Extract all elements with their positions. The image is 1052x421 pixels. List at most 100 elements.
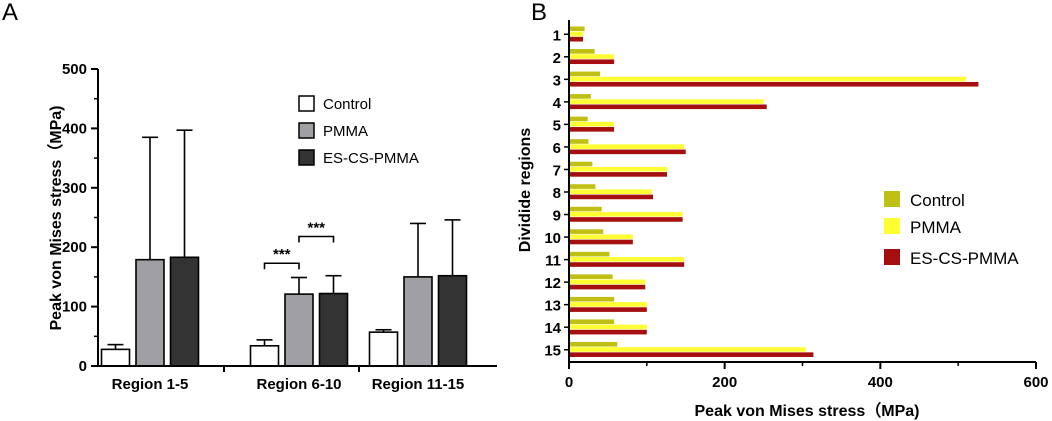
y-category-label: 14 — [544, 320, 561, 337]
x-tick-label: 200 — [712, 374, 737, 391]
bar — [569, 217, 683, 222]
bar — [569, 341, 618, 347]
legend-swatch — [298, 122, 315, 139]
y-category-label: 12 — [544, 275, 561, 292]
y-category-label: 3 — [553, 72, 561, 89]
significance-label: *** — [307, 220, 325, 237]
bar — [318, 292, 349, 367]
legend-label: PMMA — [323, 123, 368, 140]
bar — [569, 36, 584, 42]
legend-swatch — [298, 95, 315, 112]
bar — [135, 258, 165, 367]
bar — [569, 262, 685, 267]
panel-a-letter: A — [2, 0, 18, 26]
bar — [569, 184, 596, 189]
x-category-label: Region 6-10 — [256, 376, 341, 393]
panel-b-x-axis-title: Peak von Mises stress（MPa) — [695, 402, 920, 420]
y-category-label: 15 — [544, 343, 561, 360]
legend-label: ES-CS-PMMA — [910, 249, 1019, 268]
y-tick-label: 0 — [79, 358, 87, 375]
y-category-label: 9 — [553, 208, 561, 225]
y-tick-label: 200 — [62, 239, 87, 256]
x-tick-label: 600 — [1023, 374, 1048, 391]
bar — [569, 211, 683, 217]
y-category-label: 2 — [553, 50, 561, 67]
bar — [569, 284, 646, 290]
bar — [569, 121, 615, 127]
bar — [569, 26, 585, 32]
y-category-label: 11 — [545, 253, 561, 270]
bar — [403, 276, 433, 367]
y-category-label: 5 — [553, 117, 561, 134]
panel-b-letter: B — [531, 0, 547, 26]
bar — [100, 348, 131, 367]
bar — [569, 76, 966, 82]
x-category-label: Region 1-5 — [112, 376, 189, 393]
legend-swatch — [298, 149, 315, 166]
legend-label: Control — [323, 96, 371, 113]
significance-bracket — [263, 262, 300, 270]
bar — [569, 296, 615, 302]
bar — [569, 81, 979, 87]
bar — [569, 329, 647, 335]
legend-label: ES-CS-PMMA — [323, 150, 419, 167]
y-category-label: 8 — [553, 185, 561, 202]
bar — [569, 257, 685, 262]
bar — [569, 302, 647, 307]
bar — [569, 172, 668, 177]
bar — [569, 71, 601, 77]
x-tick-label: 400 — [868, 374, 893, 391]
x-category-label: Region 11-15 — [372, 376, 465, 393]
y-tick-label: 400 — [62, 120, 87, 137]
bar — [569, 139, 589, 144]
bar — [569, 49, 595, 54]
bar — [569, 116, 588, 122]
bar — [569, 194, 654, 200]
legend-label: PMMA — [910, 218, 962, 237]
bar — [569, 206, 602, 212]
bar — [569, 149, 686, 155]
bar — [569, 144, 685, 149]
y-tick-label: 300 — [62, 180, 87, 197]
bar — [569, 239, 633, 245]
y-category-label: 6 — [553, 140, 561, 157]
bar — [569, 319, 615, 325]
bar — [569, 127, 615, 132]
bar — [569, 189, 652, 195]
legend-swatch — [884, 191, 900, 207]
bar — [569, 279, 646, 285]
bar — [569, 94, 591, 99]
bar — [569, 59, 615, 65]
legend-swatch — [884, 218, 900, 234]
y-category-label: 4 — [553, 95, 562, 112]
legend-label: Control — [910, 191, 965, 210]
y-category-label: 7 — [553, 162, 561, 179]
bar — [284, 293, 314, 367]
bar — [437, 274, 468, 367]
y-category-label: 13 — [544, 298, 561, 315]
bar — [569, 234, 633, 240]
legend-swatch — [884, 249, 900, 265]
bar — [569, 352, 814, 357]
significance-label: *** — [273, 246, 291, 263]
panel-a: A Peak von Mises stress（MPa) *** *** Regi… — [2, 0, 497, 393]
y-category-label: 10 — [544, 230, 561, 247]
panel-b: B Dividide regions Peak von Mises stress… — [517, 0, 1049, 420]
bar — [169, 256, 200, 367]
panel-b-y-axis-title: Dividide regions — [517, 128, 534, 253]
y-tick-label: 500 — [62, 61, 87, 78]
y-tick-label: 100 — [62, 299, 87, 316]
bar — [569, 166, 668, 172]
significance-bracket — [298, 235, 335, 243]
bar — [569, 229, 604, 234]
panel-a-y-axis-title: Peak von Mises stress（MPa) — [47, 106, 65, 331]
bar — [569, 54, 615, 59]
x-tick-label: 0 — [565, 374, 573, 391]
bar — [569, 347, 806, 352]
bar — [569, 251, 610, 257]
bar — [569, 307, 647, 312]
bar — [569, 99, 764, 104]
bar — [569, 324, 647, 330]
y-category-label: 1 — [553, 27, 561, 44]
